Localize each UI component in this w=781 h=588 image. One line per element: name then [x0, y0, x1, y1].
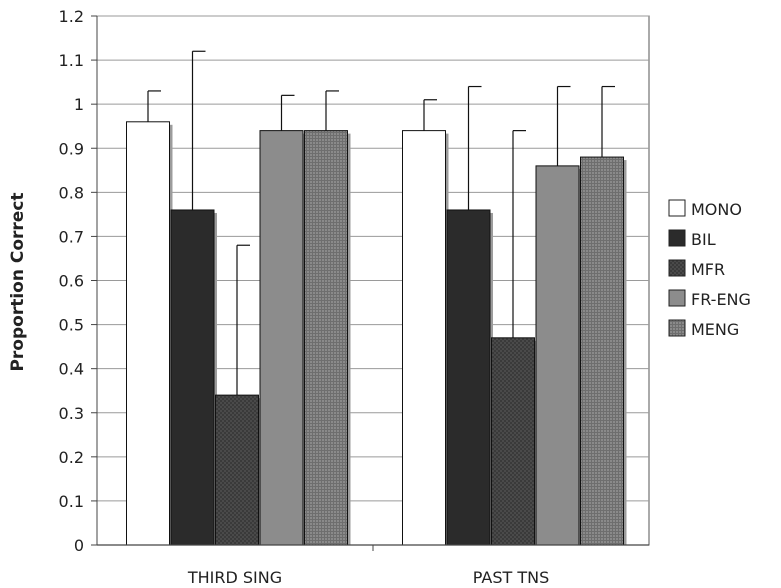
legend-label-mfr: MFR	[691, 260, 725, 279]
legend-label-fr-eng: FR-ENG	[691, 290, 751, 309]
bar-mono-1	[126, 121, 170, 546]
legend-swatch-mfr	[668, 259, 686, 277]
y-axis-title: Proportion Correct	[8, 192, 28, 371]
y-tick-label: 1.2	[59, 7, 84, 26]
bars	[126, 50, 627, 546]
y-tick-label: 0.9	[59, 139, 84, 158]
bar-fr-eng-1	[259, 130, 304, 546]
y-tick-label: 0.7	[59, 227, 84, 246]
legend-label-meng: MENG	[691, 320, 739, 339]
y-tick-label: 0.1	[59, 492, 84, 511]
bar-bil-2	[446, 209, 491, 546]
bar-meng-1	[304, 130, 348, 546]
bar-bil-1	[170, 209, 215, 546]
x-tick-label: PAST TNS	[473, 568, 549, 587]
y-tick-label: 1.1	[59, 51, 84, 70]
y-tick-label: 0.3	[59, 404, 84, 423]
y-tick-label: 0.6	[59, 272, 84, 291]
bar-mono-2	[402, 130, 446, 546]
bar-meng-2	[580, 156, 624, 546]
y-tick-label: 0.4	[59, 360, 84, 379]
y-tick-label: 1	[74, 95, 84, 114]
legend-swatch-fr-eng	[668, 289, 686, 307]
legend-label-mono: MONO	[691, 200, 742, 219]
bar-mfr-1	[215, 394, 259, 546]
bar-mfr-2	[491, 337, 535, 546]
legend: MONO BIL MFR FR-ENG MENG	[668, 199, 751, 339]
y-tick-label: 0	[74, 536, 84, 555]
legend-swatch-mono	[668, 199, 686, 217]
y-tick-label: 0.5	[59, 316, 84, 335]
y-tick-label: 0.8	[59, 183, 84, 202]
legend-swatch-meng	[668, 319, 686, 337]
legend-swatch-bil	[668, 229, 686, 247]
y-tick-label: 0.2	[59, 448, 84, 467]
x-tick-label: THIRD SING	[187, 568, 282, 587]
axes: 0 0.1 0.2 0.3 0.4 0.5 0.6 0.7 0.8 0.9 1 1.1 1.2 THIRD…	[59, 7, 649, 587]
bar-fr-eng-2	[535, 165, 580, 546]
legend-label-bil: BIL	[691, 230, 716, 249]
